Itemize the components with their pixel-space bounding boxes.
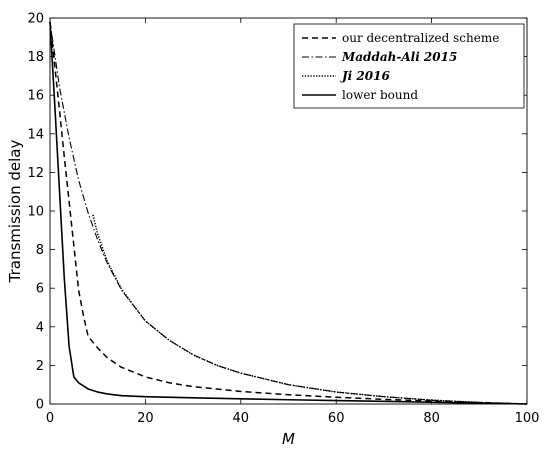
- series-line-ji-2016: [92, 214, 528, 405]
- y-tick-label: 14: [27, 127, 44, 142]
- y-tick-label: 6: [36, 282, 44, 297]
- legend-label: Maddah-Ali 2015: [341, 50, 457, 64]
- legend-label: Ji 2016: [340, 69, 390, 83]
- legend-label: our decentralized scheme: [342, 31, 499, 45]
- legend-label: lower bound: [342, 88, 418, 102]
- y-tick-label: 8: [36, 243, 44, 258]
- y-tick-label: 16: [27, 89, 44, 104]
- y-tick-label: 2: [36, 359, 44, 374]
- y-tick-label: 10: [27, 205, 44, 220]
- series-line-our-decentralized-scheme: [49, 21, 528, 405]
- legend: our decentralized scheme Maddah-Ali 2015 J…: [293, 23, 525, 109]
- series-line-lower-bound: [49, 21, 528, 405]
- y-tick-label: 20: [27, 12, 44, 27]
- series-layer: [49, 21, 528, 405]
- y-tick-label: 18: [27, 50, 44, 65]
- y-axis-title: Transmission delay: [6, 140, 24, 284]
- x-axis-title: M: [282, 430, 295, 448]
- x-tick-label: 100: [515, 411, 540, 426]
- y-axis-ticks: 0 2 4 6 8 10 12 14 16 18 20: [27, 12, 527, 413]
- x-tick-label: 60: [328, 411, 345, 426]
- x-tick-label: 0: [46, 411, 54, 426]
- x-tick-label: 40: [233, 411, 250, 426]
- x-axis-ticks: 0 20 40 60 80 100: [46, 18, 540, 426]
- series-line-maddah-ali-2015: [49, 21, 528, 405]
- y-tick-label: 4: [36, 320, 44, 335]
- x-tick-label: 80: [423, 411, 440, 426]
- x-tick-label: 20: [137, 411, 154, 426]
- y-tick-label: 12: [27, 166, 44, 181]
- y-tick-label: 0: [36, 398, 44, 413]
